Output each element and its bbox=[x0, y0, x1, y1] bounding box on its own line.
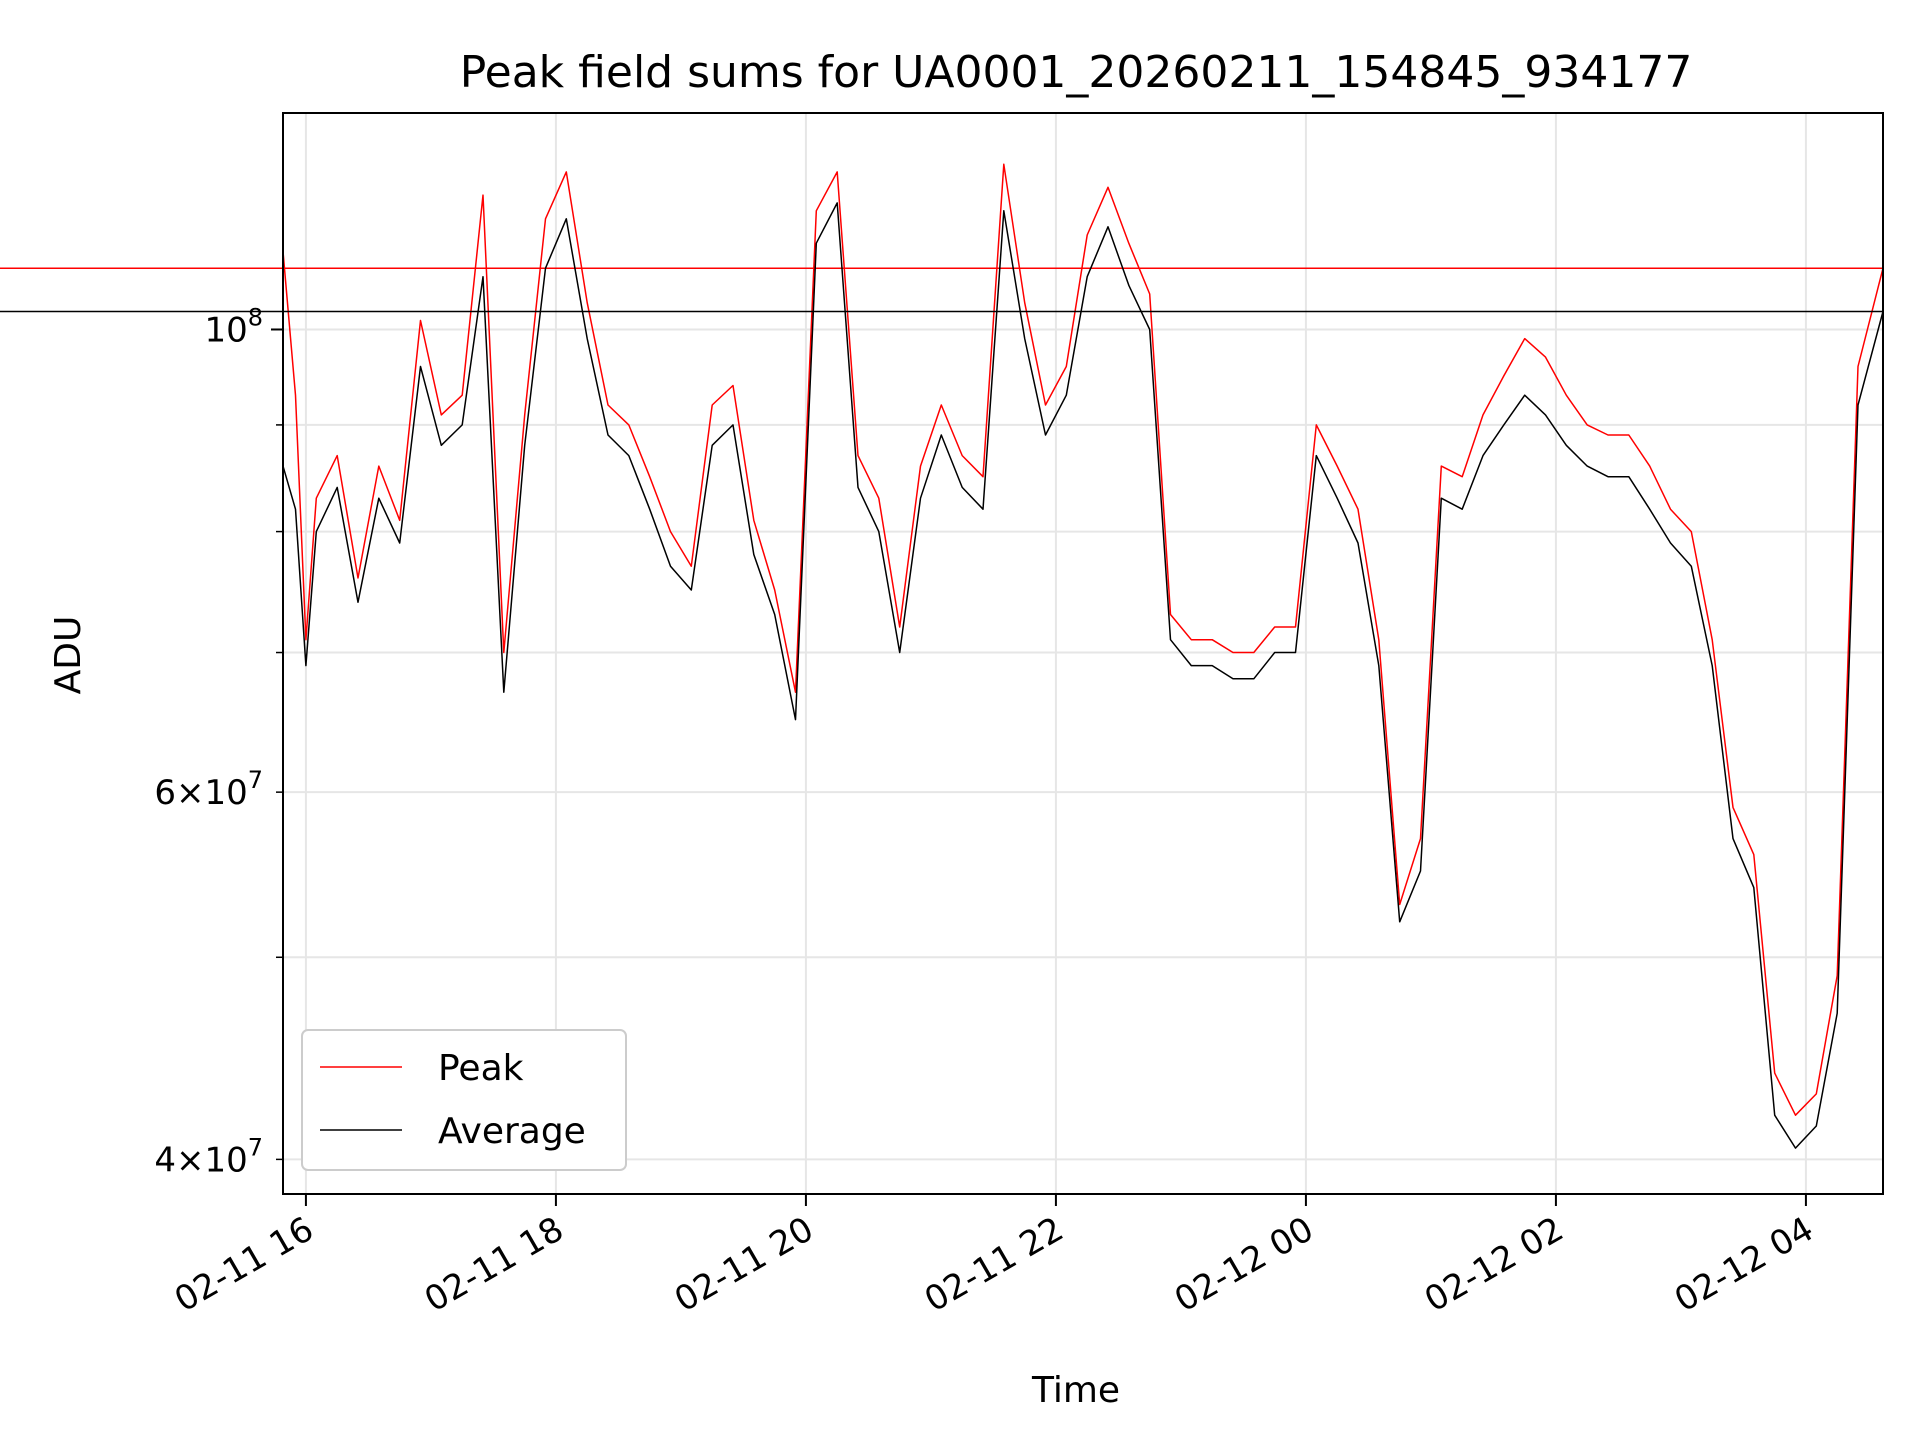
legend-box bbox=[301, 1029, 627, 1171]
chart-title: Peak field sums for UA0001_20260211_1548… bbox=[460, 47, 1693, 98]
grid bbox=[283, 113, 1883, 1194]
legend-label-peak: Peak bbox=[438, 1048, 524, 1089]
plot-frame bbox=[282, 112, 1884, 1195]
legend-label-average: Average bbox=[438, 1111, 586, 1152]
x-axis-label: Time bbox=[1031, 1370, 1120, 1411]
y-tick-label: 108 bbox=[204, 303, 263, 350]
y-tick-label: 6×107 bbox=[154, 766, 263, 813]
y-tick-label: 4×107 bbox=[154, 1133, 263, 1180]
y-axis-label: ADU bbox=[48, 616, 89, 695]
legend: Peak Average bbox=[301, 1029, 627, 1171]
